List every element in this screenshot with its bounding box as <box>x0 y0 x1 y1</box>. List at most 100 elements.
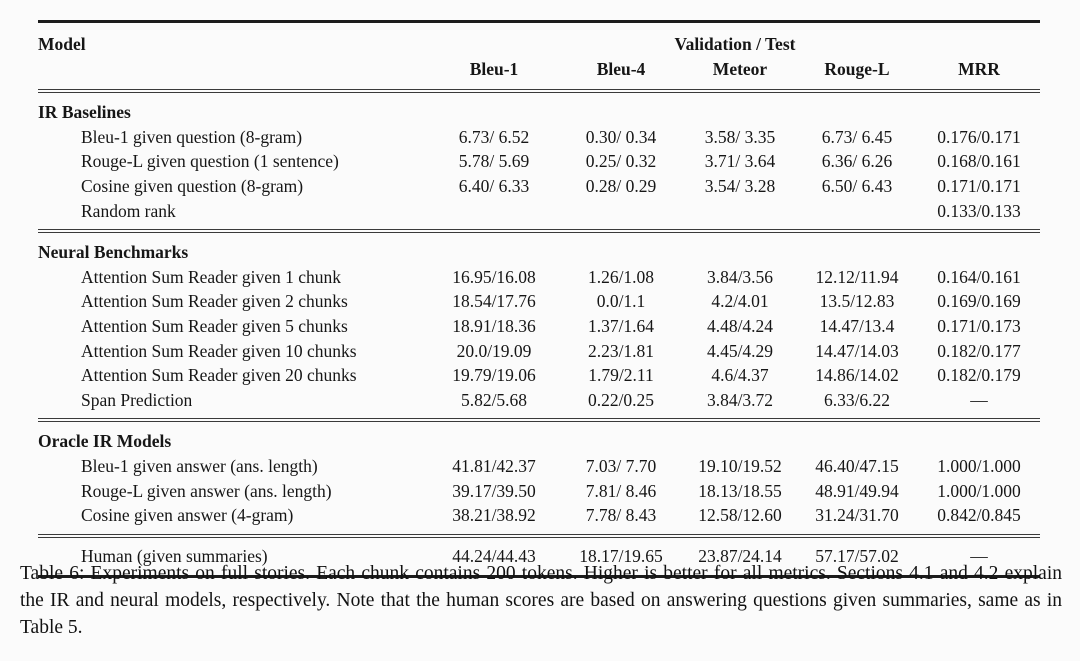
metric-cell: 18.54/17.76 <box>452 291 536 312</box>
metric-cell <box>796 199 918 232</box>
row-label: Attention Sum Reader given 5 chunks <box>81 315 348 336</box>
metric-cell: 14.47/13.4 <box>819 315 895 336</box>
metric-cell: 1.79/2.11 <box>588 365 654 386</box>
column-header-bleu4: Bleu-4 <box>596 58 646 79</box>
row-label: Rouge-L given answer (ans. length) <box>81 480 332 501</box>
metric-cell: 19.79/19.06 <box>452 365 536 386</box>
metric-cell: 6.73/ 6.52 <box>458 126 530 147</box>
metric-cell: 0.133/0.133 <box>937 200 1021 221</box>
metric-cell: 18.13/18.55 <box>698 480 782 501</box>
metric-cell: 41.81/42.37 <box>452 455 536 476</box>
metric-cell: 7.03/ 7.70 <box>585 455 657 476</box>
header-row-metrics: Bleu-1 Bleu-4 Meteor Rouge-L MRR <box>38 57 1040 92</box>
metric-cell: 1.37/1.64 <box>587 315 655 336</box>
metric-cell: 3.54/ 3.28 <box>704 175 776 196</box>
metric-cell: 31.24/31.70 <box>815 505 899 526</box>
metric-cell: 6.36/ 6.26 <box>821 151 893 172</box>
section-title: Neural Benchmarks <box>38 242 189 263</box>
row-label: Cosine given answer (4-gram) <box>81 505 294 526</box>
metric-cell: 16.95/16.08 <box>452 266 536 287</box>
metric-cell: 6.33/6.22 <box>823 389 891 410</box>
metric-cell: 4.45/4.29 <box>706 340 774 361</box>
metric-cell: 6.50/ 6.43 <box>821 175 893 196</box>
table-row: Attention Sum Reader given 5 chunks 18.9… <box>38 314 1040 339</box>
metric-cell: 0.0/1.1 <box>596 291 646 312</box>
column-header-rougel: Rouge-L <box>824 58 890 79</box>
metric-cell: — <box>970 389 988 410</box>
section-human: Human (given summaries) 44.24/44.43 18.1… <box>38 535 1040 577</box>
metric-cell: 2.23/1.81 <box>587 340 655 361</box>
metric-cell: 3.84/3.72 <box>706 389 774 410</box>
metric-cell: 7.78/ 8.43 <box>585 505 657 526</box>
table-row: Rouge-L given question (1 sentence) 5.78… <box>38 149 1040 174</box>
table-row-human: Human (given summaries) 44.24/44.43 18.1… <box>38 536 1040 577</box>
metric-cell: 3.71/ 3.64 <box>704 151 776 172</box>
metric-cell <box>430 199 558 232</box>
metric-cell: 12.12/11.94 <box>815 266 899 287</box>
metric-cell: 0.171/0.171 <box>937 175 1021 196</box>
row-label: Attention Sum Reader given 2 chunks <box>81 291 348 312</box>
row-label: Span Prediction <box>81 389 193 410</box>
metric-cell: 0.30/ 0.34 <box>585 126 657 147</box>
table-row: Cosine given answer (4-gram) 38.21/38.92… <box>38 503 1040 536</box>
metric-cell <box>558 199 684 232</box>
section-title-row: Oracle IR Models <box>38 420 1040 454</box>
metric-cell: 6.40/ 6.33 <box>458 175 530 196</box>
metric-cell: 0.164/0.161 <box>937 266 1021 287</box>
metric-cell: 14.47/14.03 <box>815 340 899 361</box>
section-neural-benchmarks: Neural Benchmarks Attention Sum Reader g… <box>38 231 1040 420</box>
section-oracle-ir-models: Oracle IR Models Bleu-1 given answer (an… <box>38 420 1040 535</box>
table-header: Model Validation / Test Bleu-1 Bleu-4 Me… <box>38 21 1040 92</box>
metric-cell: 46.40/47.15 <box>815 455 899 476</box>
column-header-bleu1: Bleu-1 <box>469 58 519 79</box>
section-title: Oracle IR Models <box>38 431 172 452</box>
row-label: Rouge-L given question (1 sentence) <box>81 151 339 172</box>
metric-cell: 38.21/38.92 <box>452 505 536 526</box>
row-label: Bleu-1 given question (8-gram) <box>81 126 303 147</box>
metric-cell: 48.91/49.94 <box>815 480 899 501</box>
results-table: Model Validation / Test Bleu-1 Bleu-4 Me… <box>38 20 1040 579</box>
metric-cell: 0.168/0.161 <box>937 151 1021 172</box>
metric-cell: 4.6/4.37 <box>711 365 769 386</box>
table-row: Bleu-1 given question (8-gram) 6.73/ 6.5… <box>38 125 1040 150</box>
table-row: Attention Sum Reader given 20 chunks 19.… <box>38 363 1040 388</box>
metric-cell: 1.000/1.000 <box>937 480 1021 501</box>
metric-cell: — <box>970 545 988 566</box>
metric-cell: 4.2/4.01 <box>711 291 769 312</box>
metric-cell <box>684 199 796 232</box>
metric-cell: 39.17/39.50 <box>452 480 536 501</box>
metric-cell: 6.73/ 6.45 <box>821 126 893 147</box>
table-row: Rouge-L given answer (ans. length) 39.17… <box>38 479 1040 504</box>
table-caption: Table 6: Experiments on full stories. Ea… <box>20 563 1062 638</box>
metric-cell: 0.169/0.169 <box>937 291 1021 312</box>
metric-cell: 20.0/19.09 <box>456 340 532 361</box>
section-title: IR Baselines <box>38 102 131 123</box>
metric-cell: 44.24/44.43 <box>452 545 536 566</box>
metric-cell: 7.81/ 8.46 <box>585 480 657 501</box>
section-title-row: IR Baselines <box>38 91 1040 125</box>
table-row: Attention Sum Reader given 1 chunk 16.95… <box>38 265 1040 290</box>
metric-cell: 0.182/0.177 <box>937 340 1021 361</box>
row-label: Attention Sum Reader given 10 chunks <box>81 340 357 361</box>
row-label: Human (given summaries) <box>81 545 268 566</box>
column-header-meteor: Meteor <box>712 58 768 79</box>
column-header-validation-test: Validation / Test <box>674 34 796 54</box>
table-row: Attention Sum Reader given 2 chunks 18.5… <box>38 289 1040 314</box>
metric-cell: 0.28/ 0.29 <box>585 175 657 196</box>
metric-cell: 18.91/18.36 <box>452 315 536 336</box>
metric-cell: 0.25/ 0.32 <box>585 151 657 172</box>
metric-cell: 14.86/14.02 <box>815 365 899 386</box>
metric-cell: 5.82/5.68 <box>460 389 528 410</box>
metric-cell: 0.176/0.171 <box>937 126 1021 147</box>
row-label: Attention Sum Reader given 1 chunk <box>81 266 342 287</box>
metric-cell: 3.58/ 3.35 <box>704 126 776 147</box>
metric-cell: 1.000/1.000 <box>937 455 1021 476</box>
column-header-model: Model <box>38 34 86 54</box>
metric-cell: 23.87/24.14 <box>698 545 782 566</box>
row-label: Cosine given question (8-gram) <box>81 175 304 196</box>
row-label: Random rank <box>81 200 176 221</box>
metric-cell: 4.48/4.24 <box>706 315 774 336</box>
metric-cell: 0.22/0.25 <box>587 389 655 410</box>
section-title-row: Neural Benchmarks <box>38 231 1040 265</box>
